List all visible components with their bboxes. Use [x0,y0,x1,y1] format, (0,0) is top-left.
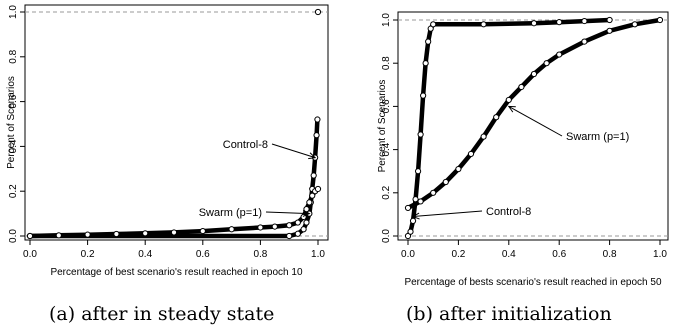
data-point [494,115,499,120]
x-tick-label: 0.4 [138,249,152,260]
data-point [415,169,420,174]
annotation: Swarm (p=1) [509,106,629,143]
data-point [27,233,32,238]
y-tick-label: 0.8 [8,49,19,63]
data-point [171,230,176,235]
x-tick-label: 0.0 [401,249,415,260]
data-point [632,22,637,27]
data-point [315,117,320,122]
x-axis-label: Percentage of best scenario's result rea… [50,267,303,278]
annotation-arrow [272,144,315,158]
data-point [229,227,234,232]
data-point [315,9,320,14]
caption-b: (b) after initialization [406,303,612,325]
data-point [657,17,662,22]
x-axis-label: Percentage of bests scenario's result re… [404,277,662,288]
y-tick-label: 0.2 [8,184,19,198]
data-point [481,22,486,27]
y-tick-label: 1.0 [8,5,19,19]
data-point [272,224,277,229]
x-tick-label: 0.0 [23,249,37,260]
y-tick-label: 0.0 [381,229,392,243]
plot-frame [398,12,668,240]
x-tick-label: 1.0 [311,249,325,260]
annotation-label: Control-8 [486,206,531,218]
data-point [531,21,536,26]
plot-frame [25,5,328,240]
series-swarm-p-1 [405,17,662,210]
data-point [287,223,292,228]
data-point [421,93,426,98]
data-point [85,232,90,237]
data-point [418,132,423,137]
data-point [56,233,61,238]
data-point [557,52,562,57]
data-point [314,133,319,138]
data-point [607,17,612,22]
y-tick-label: 1.0 [381,13,392,27]
data-point [531,71,536,76]
y-axis-label: Percent of Scenarios [377,80,388,173]
chart-panel-b: 0.0 0.2 0.4 0.6 0.8 1.0 0.0 0.2 0.4 0.6 0.8 1.0 Perc… [377,12,668,288]
data-point [410,218,415,223]
data-point [258,225,263,230]
y-tick-label: 0.2 [381,185,392,199]
annotation-label: Control-8 [223,139,268,151]
annotation-label: Swarm (p=1) [566,131,629,143]
series-line [408,20,610,236]
annotation: Swarm (p=1) [199,207,310,219]
annotation: Control-8 [223,139,315,159]
annotation-arrow [509,106,562,136]
data-point [114,231,119,236]
data-point [287,233,292,238]
data-point [426,39,431,44]
series-line [30,120,317,237]
data-point [431,190,436,195]
x-tick-label: 0.2 [81,249,95,260]
annotation-arrow [413,211,482,217]
data-point [307,200,312,205]
annotation: Control-8 [413,206,531,219]
data-point [408,229,413,234]
data-point [200,228,205,233]
data-point [557,20,562,25]
x-tick-label: 1.0 [653,249,667,260]
data-point [582,18,587,23]
data-point [423,61,428,66]
data-point [315,186,320,191]
data-point [443,179,448,184]
data-point [311,173,316,178]
data-point [304,220,309,225]
x-tick-label: 0.6 [196,249,210,260]
data-point [506,97,511,102]
data-point [544,61,549,66]
annotation-label: Swarm (p=1) [199,207,262,219]
data-point [582,39,587,44]
x-tick-label: 0.8 [603,249,617,260]
x-tick-label: 0.2 [451,249,465,260]
data-point [456,166,461,171]
data-point [418,199,423,204]
data-point [295,231,300,236]
data-point [431,22,436,27]
x-tick-label: 0.8 [253,249,267,260]
series-marker [315,9,320,14]
data-point [301,227,306,232]
data-point [607,28,612,33]
y-tick-label: 0.0 [8,229,19,243]
series-control-8 [27,117,320,239]
data-point [405,205,410,210]
x-tick-label: 0.4 [502,249,516,260]
data-point [519,84,524,89]
x-tick-label: 0.6 [552,249,566,260]
y-tick-label: 0.8 [381,56,392,70]
chart-panel-a: 0.0 0.2 0.4 0.6 0.8 1.0 0.0 0.2 0.4 0.6 0.8 1.0 Perc… [6,5,328,278]
data-point [468,151,473,156]
data-point [481,134,486,139]
caption-a: (a) after in steady state [49,303,274,325]
data-point [143,231,148,236]
y-axis-label: Percent of Scenarios [6,76,17,169]
data-point [295,220,300,225]
